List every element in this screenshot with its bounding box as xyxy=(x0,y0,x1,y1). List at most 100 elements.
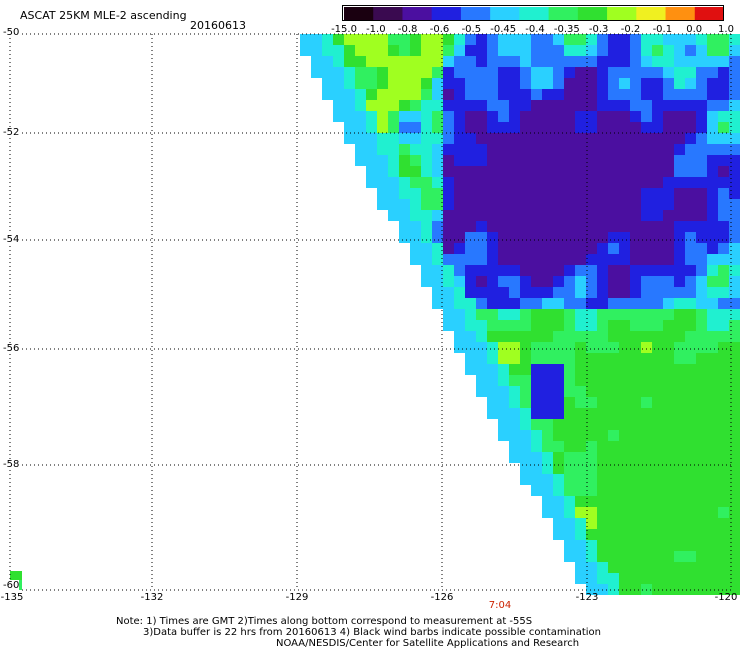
data-cell xyxy=(366,56,377,67)
data-cell xyxy=(564,221,575,232)
data-cell xyxy=(729,342,740,353)
data-cell xyxy=(729,199,740,210)
data-cell xyxy=(630,529,641,540)
data-cell xyxy=(729,155,740,166)
data-cell xyxy=(696,144,707,155)
data-cell xyxy=(542,67,553,78)
data-cell xyxy=(707,89,718,100)
data-cell xyxy=(663,353,674,364)
data-cell xyxy=(531,34,542,45)
data-cell xyxy=(586,210,597,221)
data-cell xyxy=(377,199,388,210)
data-cell xyxy=(553,166,564,177)
data-cell xyxy=(542,441,553,452)
data-cell xyxy=(487,155,498,166)
date-label: 20160613 xyxy=(190,19,246,32)
data-cell xyxy=(707,562,718,573)
data-cell xyxy=(432,67,443,78)
data-cell xyxy=(685,540,696,551)
data-cell xyxy=(498,265,509,276)
data-cell xyxy=(575,56,586,67)
data-cell xyxy=(586,166,597,177)
data-cell xyxy=(388,199,399,210)
data-cell xyxy=(619,298,630,309)
data-cell xyxy=(652,45,663,56)
data-cell xyxy=(575,309,586,320)
data-cell xyxy=(498,166,509,177)
data-cell xyxy=(333,111,344,122)
data-cell xyxy=(509,419,520,430)
data-cell xyxy=(509,287,520,298)
data-cell xyxy=(454,100,465,111)
data-cell xyxy=(718,78,729,89)
data-cell xyxy=(641,100,652,111)
data-cell xyxy=(696,111,707,122)
data-cell xyxy=(608,529,619,540)
data-cell xyxy=(674,133,685,144)
data-cell xyxy=(641,331,652,342)
data-cell xyxy=(487,397,498,408)
data-cell xyxy=(663,540,674,551)
data-cell xyxy=(696,287,707,298)
data-cell xyxy=(542,111,553,122)
data-cell xyxy=(597,144,608,155)
data-cell xyxy=(630,584,641,595)
lon-label-132: -132 xyxy=(140,592,164,603)
data-cell xyxy=(663,573,674,584)
data-cell xyxy=(454,276,465,287)
data-cell xyxy=(718,122,729,133)
data-cell xyxy=(597,397,608,408)
data-cell xyxy=(696,100,707,111)
data-cell xyxy=(718,177,729,188)
data-cell xyxy=(421,111,432,122)
data-cell xyxy=(476,166,487,177)
data-cell xyxy=(432,210,443,221)
data-cell xyxy=(443,122,454,133)
data-cell xyxy=(685,34,696,45)
data-cell xyxy=(641,342,652,353)
data-cell xyxy=(531,67,542,78)
data-cell xyxy=(564,199,575,210)
data-cell xyxy=(652,243,663,254)
data-cell xyxy=(454,243,465,254)
data-cell xyxy=(564,177,575,188)
data-cell xyxy=(729,265,740,276)
data-cell xyxy=(377,34,388,45)
data-cell xyxy=(520,89,531,100)
data-cell xyxy=(729,232,740,243)
data-cell xyxy=(663,408,674,419)
data-cell xyxy=(619,375,630,386)
data-cell xyxy=(718,89,729,100)
data-cell xyxy=(531,56,542,67)
data-cell xyxy=(729,507,740,518)
data-cell xyxy=(630,551,641,562)
data-cell xyxy=(465,331,476,342)
data-cell xyxy=(520,276,531,287)
data-cell xyxy=(729,551,740,562)
data-cell xyxy=(685,408,696,419)
data-cell xyxy=(421,89,432,100)
data-cell xyxy=(674,243,685,254)
data-cell xyxy=(575,265,586,276)
data-cell xyxy=(553,265,564,276)
lat-label-58: -58 xyxy=(3,459,20,470)
data-cell xyxy=(630,562,641,573)
data-cell xyxy=(663,122,674,133)
data-cell xyxy=(696,342,707,353)
data-cell xyxy=(465,199,476,210)
data-cell xyxy=(630,243,641,254)
data-cell xyxy=(476,67,487,78)
data-cell xyxy=(663,166,674,177)
data-cell xyxy=(553,221,564,232)
data-cell xyxy=(520,320,531,331)
data-cell xyxy=(553,441,564,452)
data-cell xyxy=(608,375,619,386)
data-cell xyxy=(344,133,355,144)
data-cell xyxy=(553,386,564,397)
data-cell xyxy=(630,408,641,419)
data-cell xyxy=(663,496,674,507)
data-cell xyxy=(696,562,707,573)
data-cell xyxy=(707,144,718,155)
data-cell xyxy=(729,122,740,133)
data-cell xyxy=(685,386,696,397)
